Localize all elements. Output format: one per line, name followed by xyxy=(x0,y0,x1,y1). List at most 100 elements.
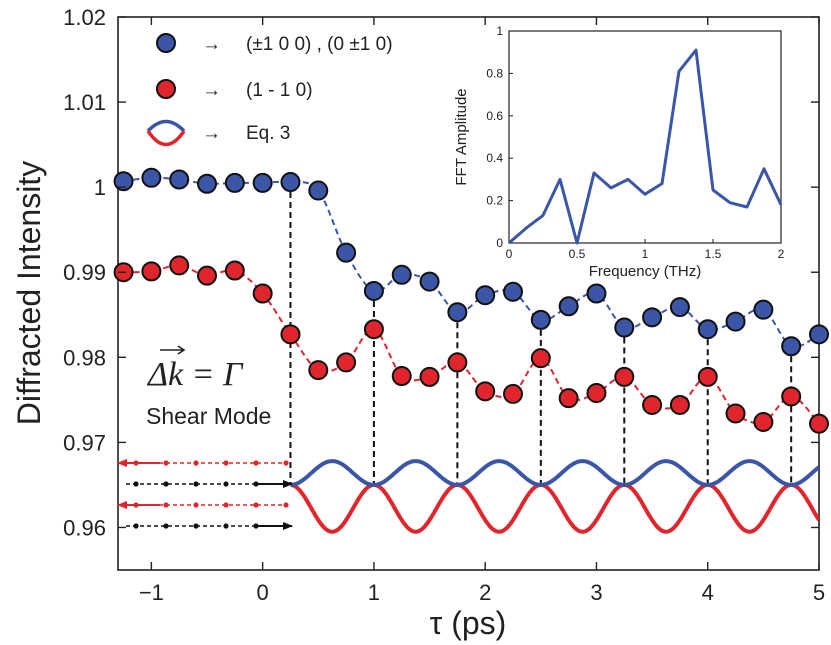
inset-y-tick-label: 0.6 xyxy=(486,109,503,123)
data-point-series-0 xyxy=(725,311,746,332)
data-point-series-1 xyxy=(447,352,468,373)
schematic-atom xyxy=(163,523,169,529)
schematic-atom xyxy=(253,460,259,466)
x-tick-label: 0 xyxy=(257,580,269,605)
data-point-series-0 xyxy=(336,242,357,263)
y-axis-ticks: 0.96 0.97 0.98 0.99 1 1.01 1.02 xyxy=(63,5,819,540)
data-point-series-0 xyxy=(197,173,218,194)
data-point-series-1 xyxy=(809,413,829,434)
data-point-series-0 xyxy=(753,299,774,320)
data-point-series-0 xyxy=(308,180,329,201)
annotation-math: Δk = Γ xyxy=(146,356,244,393)
schematic-atom xyxy=(253,523,259,529)
data-point-series-0 xyxy=(809,324,829,345)
x-tick-label: 4 xyxy=(702,580,714,605)
inset-y-title: FFT Amplitude xyxy=(453,88,470,185)
data-point-series-0 xyxy=(697,319,718,340)
inset-y-tick-label: 0.4 xyxy=(486,151,503,165)
data-point-series-0 xyxy=(169,169,190,190)
data-point-series-1 xyxy=(697,366,718,387)
schematic-atom xyxy=(163,481,169,487)
inset-y-tick-label: 0.2 xyxy=(486,194,503,208)
data-point-series-0 xyxy=(669,297,690,318)
data-point-series-1 xyxy=(503,383,524,404)
inset-x-tick-label: 1 xyxy=(642,247,649,261)
x-tick-label: 1 xyxy=(368,580,380,605)
data-point-series-1 xyxy=(336,352,357,373)
legend-marker-red xyxy=(156,79,176,99)
data-point-series-0 xyxy=(642,307,663,328)
inset-ticks: 0 0.5 1 1.5 2 0 0.2 0.4 0.6 0.8 1 xyxy=(486,24,784,261)
inset-x-tick-label: 2 xyxy=(778,247,785,261)
inset-x-tick-label: 0 xyxy=(506,247,513,261)
legend-arrow-blue: → xyxy=(202,34,221,55)
schematic-atom xyxy=(223,460,229,466)
data-point-series-0 xyxy=(419,271,440,292)
schematic-atom xyxy=(223,523,229,529)
inset-fft-line xyxy=(508,48,783,245)
schematic-atom xyxy=(133,502,139,508)
y-axis-title: Diffracted Intensity xyxy=(11,161,47,425)
schematic-atom xyxy=(223,502,229,508)
legend-label-blue: (±1 0 0) , (0 ±1 0) xyxy=(246,34,393,55)
data-point-series-1 xyxy=(753,411,774,432)
inset-x-title: Frequency (THz) xyxy=(589,263,702,280)
data-point-series-1 xyxy=(642,394,663,415)
data-point-series-1 xyxy=(781,386,802,407)
x-axis-title: τ (ps) xyxy=(430,605,507,641)
data-point-series-0 xyxy=(781,336,802,357)
data-point-series-0 xyxy=(391,264,412,285)
legend-label-model: Eq. 3 xyxy=(246,123,290,144)
model-curves xyxy=(290,459,819,534)
schematic-atom xyxy=(133,481,139,487)
vector-arrow-icon xyxy=(160,345,186,355)
data-point-series-1 xyxy=(558,388,579,409)
data-point-series-1 xyxy=(224,260,245,281)
model-curve-blue xyxy=(290,459,819,487)
data-point-series-1 xyxy=(475,381,496,402)
schematic-atom xyxy=(223,481,229,487)
y-tick-label: 0.96 xyxy=(63,515,106,540)
schematic-atom xyxy=(193,460,199,466)
legend-marker-blue xyxy=(156,33,176,53)
data-point-series-1 xyxy=(141,261,162,282)
data-point-series-1 xyxy=(363,319,384,340)
inset-frame xyxy=(508,30,782,244)
annotation-text: Shear Mode xyxy=(146,403,271,429)
schematic-atom xyxy=(193,523,199,529)
data-point-series-1 xyxy=(169,255,190,276)
data-point-series-0 xyxy=(280,172,301,193)
x-tick-label: −1 xyxy=(139,580,164,605)
data-point-series-1 xyxy=(725,403,746,424)
schematic-atom xyxy=(253,481,259,487)
inset-y-tick-label: 0.8 xyxy=(486,66,503,80)
schematic-atom xyxy=(283,481,289,487)
y-tick-label: 0.99 xyxy=(63,260,106,285)
data-point-series-1 xyxy=(308,360,329,381)
legend-label-red: (1 - 1 0) xyxy=(246,80,313,101)
data-point-series-1 xyxy=(419,366,440,387)
data-point-series-1 xyxy=(280,324,301,345)
inset-y-tick-label: 0 xyxy=(496,236,503,250)
legend: → (±1 0 0) , (0 ±1 0) → (1 - 1 0) → Eq. … xyxy=(146,33,393,147)
data-point-series-0 xyxy=(558,296,579,317)
data-point-series-1 xyxy=(197,265,218,286)
y-tick-label: 1.02 xyxy=(63,5,106,30)
data-point-series-0 xyxy=(614,317,635,338)
data-point-series-1 xyxy=(586,383,607,404)
schematic-atom xyxy=(133,460,139,466)
schematic-atom xyxy=(283,460,289,466)
schematic-atom xyxy=(253,502,259,508)
schematic-atom xyxy=(283,502,289,508)
schematic-atom xyxy=(163,460,169,466)
legend-arrow-red: → xyxy=(202,80,221,101)
inset-y-tick-label: 1 xyxy=(496,24,503,38)
data-point-series-0 xyxy=(224,172,245,193)
x-tick-label: 5 xyxy=(813,580,825,605)
data-point-series-0 xyxy=(363,280,384,301)
y-tick-label: 1.01 xyxy=(63,90,106,115)
data-point-series-1 xyxy=(614,366,635,387)
data-point-series-0 xyxy=(503,281,524,302)
data-point-series-0 xyxy=(113,171,134,192)
data-point-series-0 xyxy=(141,167,162,188)
